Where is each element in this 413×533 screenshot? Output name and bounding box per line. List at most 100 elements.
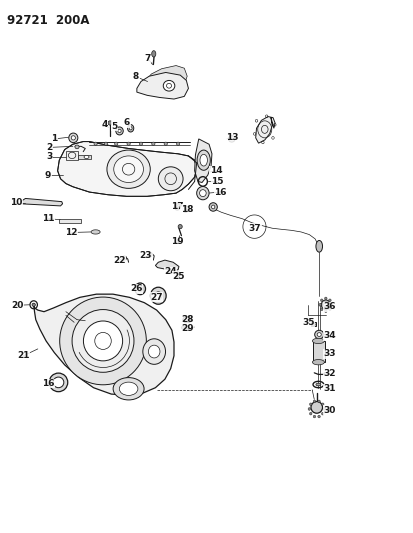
Polygon shape — [194, 139, 211, 182]
Polygon shape — [66, 151, 78, 160]
Text: 7: 7 — [144, 54, 150, 62]
Ellipse shape — [320, 308, 322, 311]
Text: 92721  200A: 92721 200A — [7, 14, 89, 27]
Ellipse shape — [32, 303, 35, 306]
Polygon shape — [312, 341, 324, 362]
Ellipse shape — [84, 156, 89, 159]
Ellipse shape — [323, 303, 327, 307]
Ellipse shape — [196, 187, 209, 200]
Ellipse shape — [330, 303, 332, 306]
Ellipse shape — [71, 136, 75, 140]
Ellipse shape — [72, 310, 134, 372]
Ellipse shape — [178, 224, 182, 229]
Ellipse shape — [174, 272, 180, 277]
Ellipse shape — [324, 297, 326, 300]
Ellipse shape — [158, 167, 183, 191]
Ellipse shape — [318, 303, 320, 306]
Ellipse shape — [113, 377, 144, 400]
Text: 26: 26 — [129, 284, 142, 293]
Text: 16: 16 — [214, 188, 226, 197]
Ellipse shape — [317, 415, 320, 418]
Text: 35: 35 — [301, 318, 314, 327]
Ellipse shape — [313, 415, 315, 418]
Ellipse shape — [148, 345, 159, 358]
Text: 5: 5 — [111, 122, 117, 131]
Ellipse shape — [209, 203, 217, 211]
Text: 9: 9 — [45, 171, 51, 180]
Ellipse shape — [176, 142, 179, 146]
Ellipse shape — [310, 401, 322, 413]
Polygon shape — [310, 322, 315, 326]
Text: 12: 12 — [65, 228, 78, 237]
Ellipse shape — [312, 360, 324, 365]
Ellipse shape — [163, 80, 174, 91]
Ellipse shape — [150, 287, 166, 304]
Text: 30: 30 — [323, 406, 335, 415]
Text: 8: 8 — [133, 72, 139, 81]
Text: 17: 17 — [171, 203, 183, 212]
Ellipse shape — [228, 136, 235, 142]
Text: 6: 6 — [123, 118, 130, 127]
Ellipse shape — [184, 208, 186, 211]
Polygon shape — [57, 142, 196, 196]
Ellipse shape — [309, 413, 311, 415]
Ellipse shape — [154, 292, 161, 300]
Text: 22: 22 — [113, 256, 126, 264]
Ellipse shape — [164, 142, 167, 146]
Polygon shape — [141, 66, 187, 87]
Text: 27: 27 — [150, 293, 163, 302]
Ellipse shape — [108, 121, 112, 125]
Ellipse shape — [127, 142, 130, 146]
Ellipse shape — [182, 206, 188, 212]
Ellipse shape — [147, 253, 152, 257]
Polygon shape — [33, 294, 173, 395]
Polygon shape — [255, 117, 274, 143]
Ellipse shape — [320, 299, 322, 302]
Ellipse shape — [138, 286, 142, 292]
Ellipse shape — [312, 338, 324, 344]
Text: 31: 31 — [323, 384, 335, 393]
Text: 23: 23 — [139, 252, 152, 260]
Text: 29: 29 — [180, 324, 193, 333]
Ellipse shape — [328, 308, 330, 311]
Ellipse shape — [311, 323, 314, 326]
Text: 2: 2 — [46, 143, 52, 152]
Ellipse shape — [151, 142, 154, 146]
Ellipse shape — [199, 190, 206, 197]
Ellipse shape — [139, 142, 142, 146]
Polygon shape — [137, 72, 188, 99]
Ellipse shape — [151, 51, 155, 57]
Text: 24: 24 — [164, 268, 177, 276]
Text: 21: 21 — [17, 351, 30, 360]
Ellipse shape — [320, 300, 330, 310]
Text: 33: 33 — [323, 349, 335, 358]
Ellipse shape — [321, 403, 323, 406]
Ellipse shape — [114, 142, 118, 146]
Ellipse shape — [114, 156, 143, 182]
Ellipse shape — [59, 297, 146, 385]
Ellipse shape — [328, 299, 330, 302]
Ellipse shape — [322, 408, 325, 410]
Text: 1: 1 — [51, 134, 57, 143]
Ellipse shape — [135, 283, 145, 295]
Ellipse shape — [211, 205, 214, 209]
Text: 28: 28 — [180, 315, 193, 324]
Ellipse shape — [199, 155, 207, 166]
Text: 11: 11 — [42, 214, 54, 223]
Ellipse shape — [69, 133, 78, 143]
Text: 3: 3 — [46, 152, 52, 161]
Ellipse shape — [94, 142, 97, 146]
Ellipse shape — [307, 408, 310, 410]
Text: 25: 25 — [172, 272, 185, 280]
Text: 4: 4 — [101, 119, 108, 128]
Ellipse shape — [321, 413, 323, 415]
Text: 16: 16 — [42, 379, 54, 388]
Ellipse shape — [314, 330, 323, 339]
Ellipse shape — [324, 310, 326, 312]
Ellipse shape — [142, 339, 165, 365]
Ellipse shape — [53, 377, 64, 387]
Ellipse shape — [119, 382, 138, 395]
Text: 37: 37 — [248, 224, 261, 233]
Ellipse shape — [316, 333, 320, 336]
Ellipse shape — [313, 400, 315, 403]
